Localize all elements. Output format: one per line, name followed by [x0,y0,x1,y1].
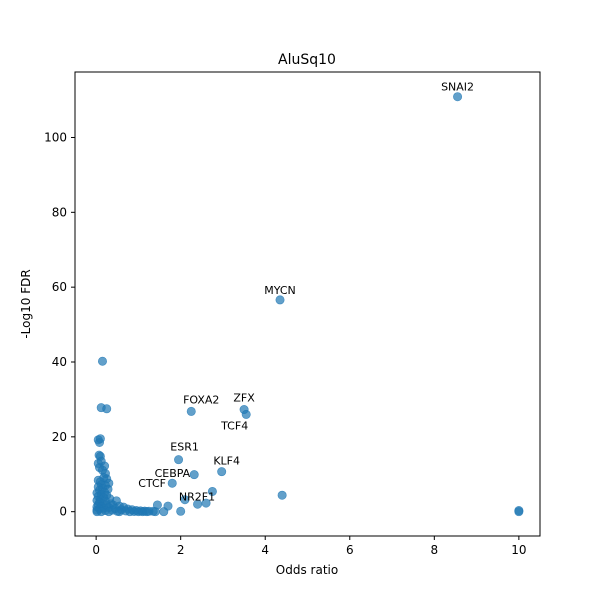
point-annotation: TCF4 [220,419,248,432]
data-point [150,507,160,517]
point-annotation: SNAI2 [441,81,474,94]
data-point [97,356,107,366]
point-annotation: CEBPA [155,467,191,480]
data-point [159,507,169,517]
y-tick-label: 20 [52,430,67,444]
data-point [217,467,227,477]
y-tick-label: 60 [52,280,67,294]
chart-title: AluSq10 [278,52,336,68]
data-point [95,434,105,444]
data-point [514,507,524,517]
plot-frame [74,71,541,537]
point-annotation: FOXA2 [183,393,219,406]
data-point [142,507,152,517]
data-point [241,409,251,419]
point-annotation: NR2F1 [179,491,215,504]
data-point [453,92,463,102]
data-point [180,495,190,505]
point-annotation: ZFX [233,392,255,405]
data-point [167,478,177,488]
data-point [114,507,124,517]
point-annotation: KLF4 [213,455,240,468]
x-tick-label: 2 [177,543,185,557]
y-axis-label: -Log10 FDR [19,269,33,338]
data-point [189,470,199,480]
data-point [186,406,196,416]
x-tick-label: 10 [511,543,526,557]
y-tick-label: 0 [59,505,67,519]
y-axis-ticks: 0 20 40 60 80 100 [44,130,75,519]
data-point [201,498,211,508]
y-tick-label: 80 [52,205,67,219]
y-tick-label: 40 [52,355,67,369]
point-annotation: CTCF [138,477,166,490]
data-point [104,507,114,517]
x-tick-label: 6 [346,543,354,557]
x-tick-label: 4 [261,543,269,557]
x-tick-label: 0 [92,543,100,557]
data-point [125,507,135,517]
data-point [174,455,184,465]
x-tick-label: 8 [430,543,438,557]
data-point [92,507,102,517]
data-point [176,506,186,516]
x-axis-label: Odds ratio [276,563,338,577]
x-axis-ticks: 0 2 4 6 8 10 [92,536,527,557]
data-point [275,295,285,305]
y-tick-label: 100 [44,130,67,144]
point-annotation: ESR1 [170,441,199,454]
data-point [277,490,287,500]
data-point [102,404,112,414]
point-annotation: MYCN [264,284,296,297]
data-point [207,486,217,496]
points-layer [92,92,524,517]
